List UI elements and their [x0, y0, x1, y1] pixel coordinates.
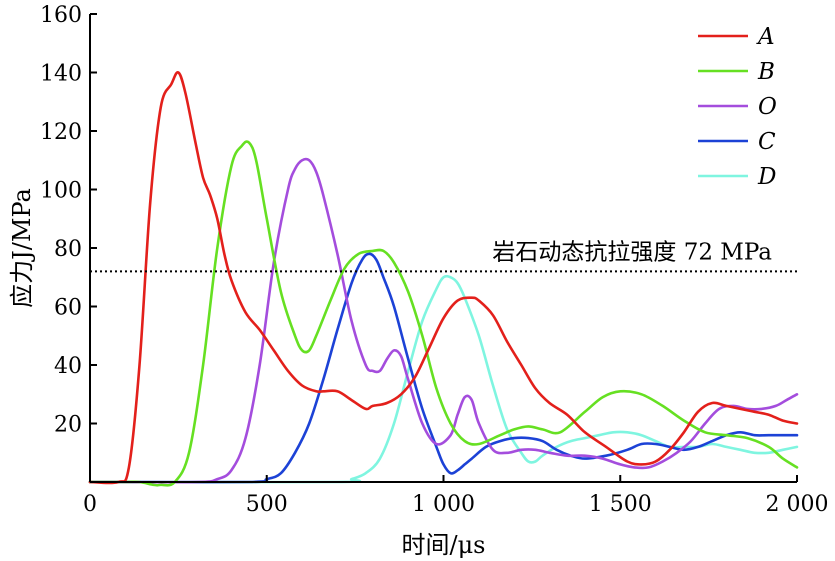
y-tick-label: 140	[40, 62, 82, 87]
x-axis-title: 时间/μs	[402, 531, 486, 559]
y-axis-title: 应力J/MPa	[8, 188, 36, 308]
series-line-b	[88, 140, 799, 487]
legend-label-b: B	[757, 59, 775, 85]
series-line-d	[88, 274, 799, 484]
y-tick-label: 40	[54, 354, 82, 379]
x-tick-label: 0	[83, 492, 97, 517]
series-line-c	[88, 252, 799, 484]
x-tick-label: 1 000	[412, 492, 475, 517]
x-tick-label: 500	[246, 492, 288, 517]
y-axis-ticks: 20 40 60 80 100 120 140 160	[40, 3, 97, 438]
y-tick-label: 100	[40, 179, 82, 204]
legend-label-a: A	[756, 24, 775, 50]
y-tick-label: 120	[40, 120, 82, 145]
series-layer	[88, 71, 799, 487]
y-tick-label: 80	[54, 237, 82, 262]
y-tick-label: 160	[40, 3, 82, 28]
legend-label-d: D	[757, 164, 776, 190]
series-line-a	[88, 71, 799, 485]
reference-line-label: 岩石动态抗拉强度 72 MPa	[492, 239, 772, 265]
legend-label-c: C	[758, 129, 776, 155]
series-line-o	[88, 157, 799, 484]
x-axis-ticks: 0 500 1 000 1 500 2 000	[83, 475, 828, 517]
x-tick-label: 2 000	[766, 492, 829, 517]
x-tick-label: 1 500	[589, 492, 652, 517]
y-tick-label: 60	[54, 296, 82, 321]
legend-label-o: O	[758, 94, 777, 120]
y-tick-label: 20	[54, 413, 82, 438]
